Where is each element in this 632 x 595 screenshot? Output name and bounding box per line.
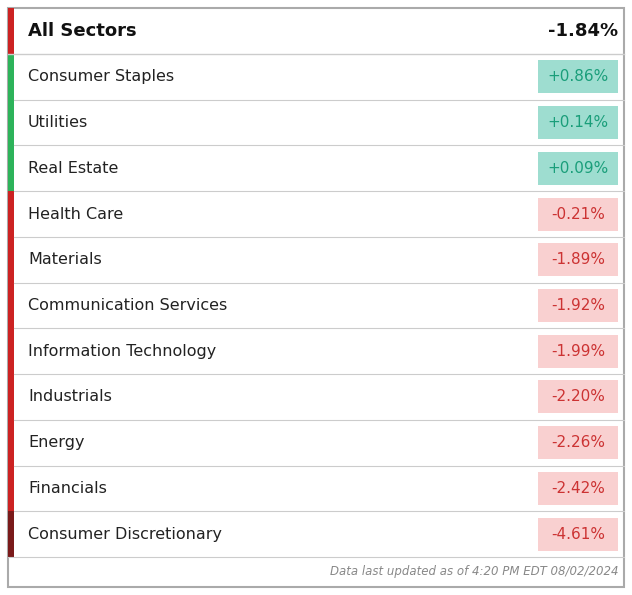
Bar	[538, 106, 618, 139]
Bar	[8, 237, 14, 283]
Text: -2.20%: -2.20%	[551, 390, 605, 405]
Text: Consumer Staples: Consumer Staples	[28, 70, 174, 84]
Bar	[8, 328, 14, 374]
Text: Information Technology: Information Technology	[28, 344, 216, 359]
Bar	[8, 191, 14, 237]
Text: -0.21%: -0.21%	[551, 206, 605, 221]
Bar	[538, 380, 618, 414]
Text: -4.61%: -4.61%	[551, 527, 605, 541]
Bar	[8, 145, 14, 191]
Text: +0.86%: +0.86%	[547, 70, 609, 84]
Text: -1.92%: -1.92%	[551, 298, 605, 313]
Bar	[538, 426, 618, 459]
Text: -1.84%: -1.84%	[548, 22, 618, 40]
Text: Data last updated as of 4:20 PM EDT 08/02/2024: Data last updated as of 4:20 PM EDT 08/0…	[329, 565, 618, 578]
Bar	[8, 374, 14, 420]
Text: +0.09%: +0.09%	[547, 161, 609, 176]
Bar	[8, 420, 14, 465]
Bar	[538, 472, 618, 505]
Text: Consumer Discretionary: Consumer Discretionary	[28, 527, 222, 541]
Text: Real Estate: Real Estate	[28, 161, 118, 176]
Bar	[8, 511, 14, 557]
Text: Materials: Materials	[28, 252, 102, 267]
Text: -1.99%: -1.99%	[551, 344, 605, 359]
Bar	[8, 100, 14, 145]
Bar	[8, 54, 14, 100]
Text: Industrials: Industrials	[28, 390, 112, 405]
Bar	[538, 518, 618, 550]
Text: Health Care: Health Care	[28, 206, 123, 221]
Bar	[538, 61, 618, 93]
Text: All Sectors: All Sectors	[28, 22, 137, 40]
Bar	[8, 8, 14, 54]
Bar	[538, 198, 618, 230]
Text: -2.26%: -2.26%	[551, 435, 605, 450]
Text: -2.42%: -2.42%	[551, 481, 605, 496]
Bar	[538, 152, 618, 185]
Text: Financials: Financials	[28, 481, 107, 496]
Bar	[538, 335, 618, 368]
Text: Communication Services: Communication Services	[28, 298, 228, 313]
Text: Utilities: Utilities	[28, 115, 88, 130]
Bar	[538, 289, 618, 322]
Text: Energy: Energy	[28, 435, 85, 450]
Text: +0.14%: +0.14%	[547, 115, 609, 130]
Bar	[538, 243, 618, 276]
Bar	[8, 283, 14, 328]
Text: -1.89%: -1.89%	[551, 252, 605, 267]
Bar	[8, 465, 14, 511]
